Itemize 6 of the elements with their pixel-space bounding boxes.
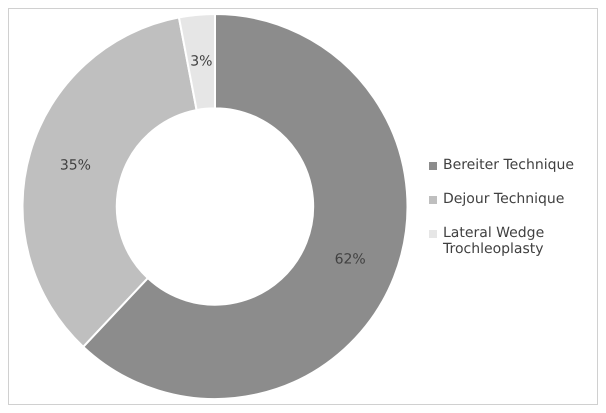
legend-label: Lateral Wedge Trochleoplasty <box>443 224 546 256</box>
data-label: 35% <box>60 158 91 174</box>
data-label: 3% <box>190 53 212 70</box>
data-label: 62% <box>334 252 366 268</box>
legend-label: Bereiter Technique <box>443 156 574 172</box>
legend-label: Dejour Technique <box>443 190 564 206</box>
